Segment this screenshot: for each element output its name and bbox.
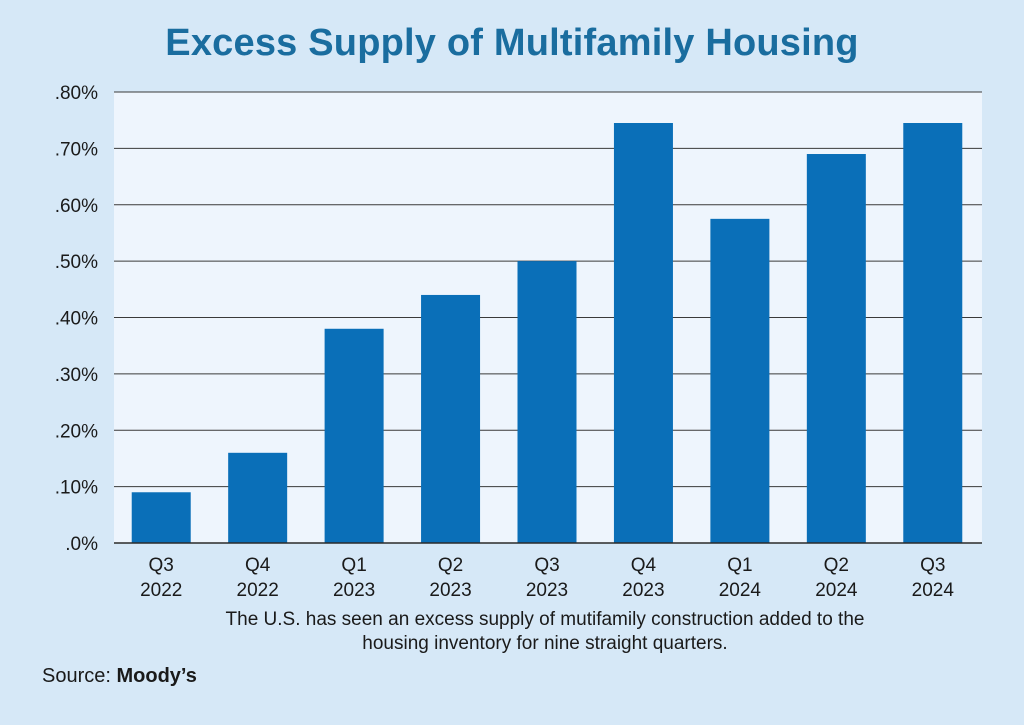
chart-caption: The U.S. has seen an excess supply of mu…	[225, 609, 865, 654]
y-tick-label: .20%	[55, 421, 98, 442]
x-tick-label: 2022	[237, 580, 279, 601]
x-tick-label: Q4	[245, 555, 271, 576]
x-tick-label: 2023	[526, 580, 568, 601]
bar	[613, 123, 673, 543]
chart-title: Excess Supply of Multifamily Housing	[165, 22, 859, 64]
bar	[324, 328, 384, 543]
bar	[131, 492, 191, 543]
bar	[421, 294, 481, 543]
x-tick-label: 2023	[622, 580, 664, 601]
y-tick-label: .0%	[65, 534, 98, 555]
x-tick-label: 2024	[719, 580, 762, 601]
y-tick-label: .40%	[55, 309, 98, 330]
x-tick-label: 2023	[429, 580, 471, 601]
x-tick-label: Q2	[824, 555, 849, 576]
source-name: Moody’s	[116, 665, 197, 687]
x-tick-label: Q3	[534, 555, 559, 576]
source-label: Source:	[42, 665, 111, 687]
x-tick-label: Q3	[149, 555, 174, 576]
y-tick-label: .10%	[55, 478, 98, 499]
x-tick-label: 2023	[333, 580, 375, 601]
x-tick-label: 2024	[815, 580, 858, 601]
y-tick-label: .70%	[55, 139, 98, 160]
x-tick-label: 2022	[140, 580, 182, 601]
x-tick-label: Q2	[438, 555, 463, 576]
y-tick-label: .30%	[55, 365, 98, 386]
bar	[710, 218, 770, 543]
y-tick-label: .50%	[55, 252, 98, 273]
x-tick-label: Q4	[631, 555, 657, 576]
x-tick-label: Q1	[341, 555, 366, 576]
bar	[228, 452, 288, 543]
y-tick-label: .60%	[55, 196, 98, 217]
x-tick-label: 2024	[912, 580, 955, 601]
x-tick-label: Q1	[727, 555, 752, 576]
source-credit: Source: Moody’s	[42, 665, 197, 688]
bar	[517, 261, 577, 543]
bar	[903, 123, 963, 543]
y-tick-label: .80%	[55, 83, 98, 104]
x-tick-label: Q3	[920, 555, 945, 576]
bar	[806, 154, 866, 543]
